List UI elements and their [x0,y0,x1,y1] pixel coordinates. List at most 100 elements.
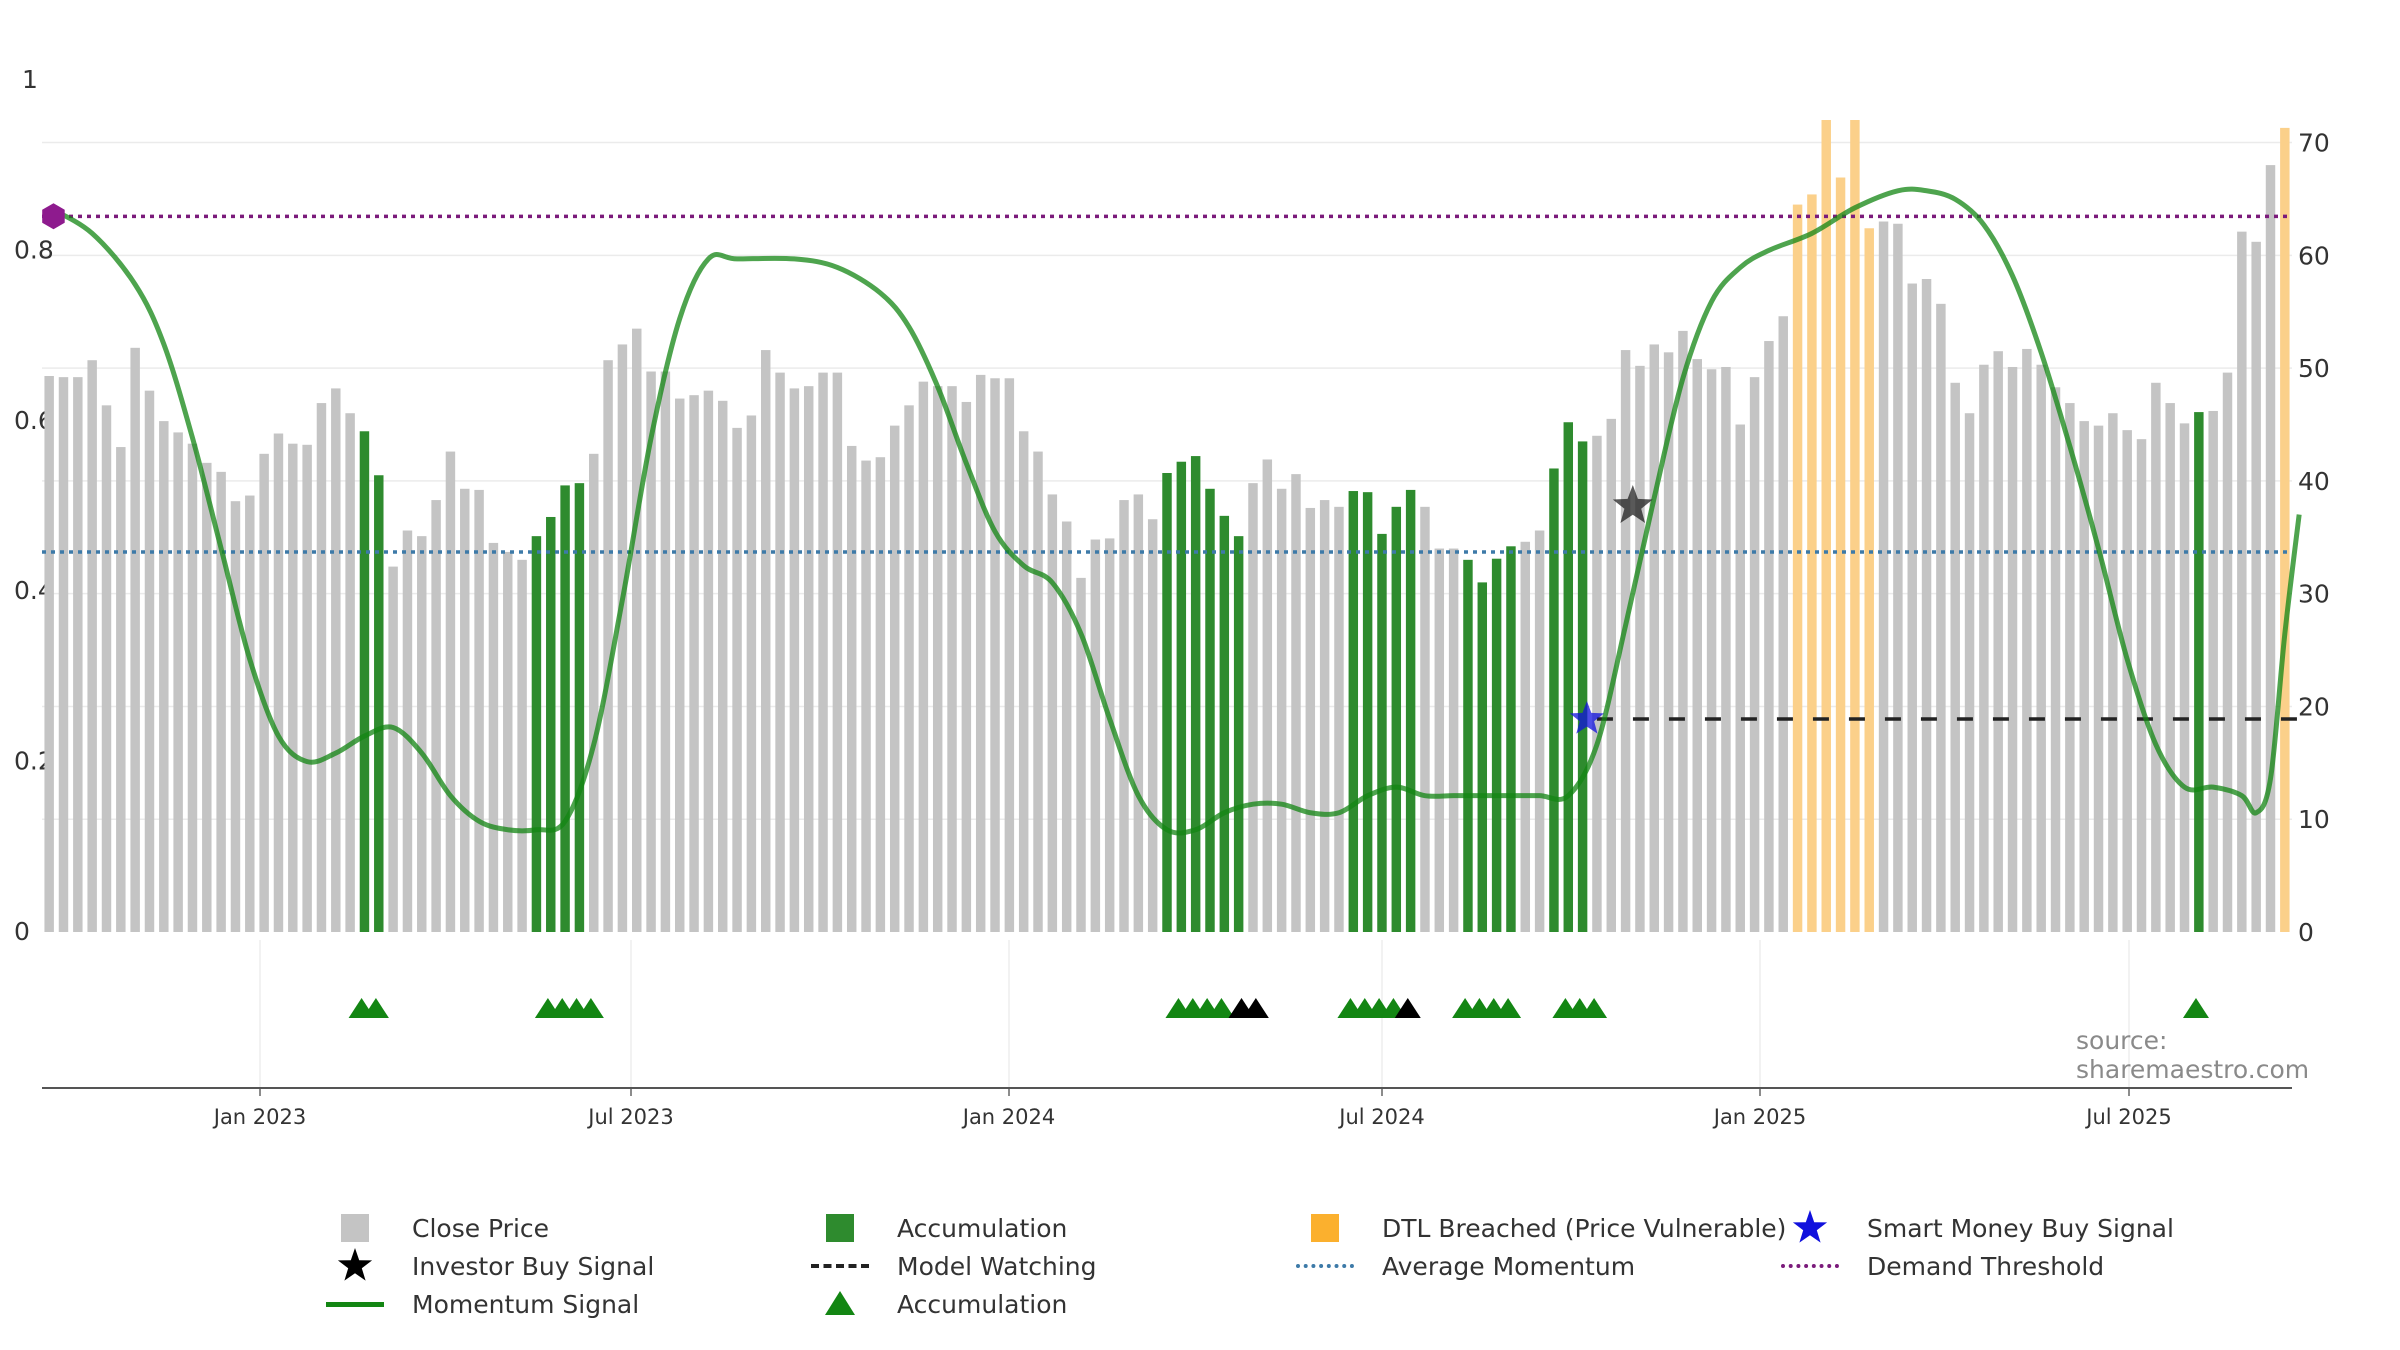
close-price-bar [803,386,814,933]
close-price-bar [316,403,327,932]
legend-dtl-swatch [1290,1210,1360,1246]
accumulation-bar [1233,536,1244,932]
close-price-bar [1921,279,1932,932]
close-price-bar [2179,423,2190,932]
close-price-bar [1907,283,1917,932]
dtl-breached-bar [1864,228,1874,932]
accumulation-bar [560,485,570,932]
close-price-bar [187,443,198,932]
close-price-bar [975,374,986,932]
legend-model-watching-label: Model Watching [897,1251,1097,1281]
close-price-bar [245,495,255,932]
close-price-bar [818,372,828,933]
legend-smart-money-label: Smart Money Buy Signal [1867,1213,2174,1243]
close-price-bar [1248,483,1258,932]
close-price-bar [1721,366,1731,932]
accumulation-bar [1477,582,1488,932]
close-price-bar [1878,221,1889,932]
close-price-bar [689,395,699,933]
close-price-bar [216,471,226,932]
y-right-tick-label: 20 [2298,692,2330,721]
legend-dtl-label: DTL Breached (Price Vulnerable) [1382,1213,1787,1243]
close-price-bar [331,388,341,932]
close-price-bar [1649,344,1659,933]
close-price-bar [904,405,914,933]
accumulation-bar [1362,492,1373,932]
close-price-bar [1276,488,1287,932]
source-label: source: sharemaestro.com [2076,1026,2310,1084]
accumulation-bar [531,536,542,932]
close-price-bar [44,376,54,932]
close-price-bar [1090,539,1101,932]
close-price-bar [2251,241,2261,933]
close-price-bar [2050,387,2061,932]
close-price-bar [1950,382,1960,932]
legend-close-price-swatch [320,1210,390,1246]
close-price-bar [1692,359,1702,933]
close-price-bar [130,347,140,932]
close-price-bar [2108,413,2118,932]
close-price-bar [402,530,413,932]
close-price-bar [460,488,470,932]
dtl-breached-bar [1807,194,1817,932]
legend-dtl-breached: DTL Breached (Price Vulnerable) [1290,1210,1786,1246]
dtl-breached-bar [1850,120,1860,932]
close-price-bar [2136,439,2147,932]
close-price-bar [2165,403,2175,932]
close-price-bar [173,432,183,932]
close-price-bar [1434,548,1445,932]
close-price-bar [832,372,843,933]
accumulation-triangle [577,998,604,1018]
close-price-bar [1319,500,1330,932]
close-price-bar [144,390,155,933]
y-right-tick-label: 0 [2298,918,2314,947]
close-price-bar [632,328,642,932]
close-price-bar [1778,316,1788,932]
dtl-breached-bar [1821,120,1831,932]
close-price-bar [1147,519,1158,932]
close-price-bar [889,425,900,932]
legend-investor-star-icon [320,1248,390,1284]
accumulation-bar [1176,461,1187,932]
close-price-bar [1291,474,1301,932]
accumulation-triangle [362,998,389,1018]
accumulation-bar [1219,515,1230,932]
legend-investor-buy: Investor Buy Signal [320,1248,654,1284]
legend-model-watching-swatch [805,1248,875,1284]
accumulation-triangle [2182,998,2209,1018]
accumulation-bar [1549,468,1559,932]
accumulation-triangle [1581,998,1608,1018]
legend-accumulation-triangle: Accumulation [805,1286,1067,1322]
close-price-bar [1964,413,1975,932]
close-price-bar [718,400,728,933]
close-price-bar [273,433,284,932]
legend-demand-threshold: Demand Threshold [1775,1248,2104,1284]
dtl-breached-bar [2280,127,2290,932]
close-price-bar [861,460,871,932]
close-price-bar [288,443,298,932]
accumulation-bar [1405,489,1416,932]
legend-close-price-label: Close Price [412,1213,550,1243]
close-price-bar [1764,341,1774,932]
accumulation-bar [1162,472,1172,932]
close-price-bar [2065,403,2075,932]
close-price-bar [703,390,714,933]
investor-buy-star [1612,485,1653,523]
dtl-breached-bar [1792,204,1803,933]
accumulation-bar [1348,491,1359,932]
close-price-bar [1706,369,1717,932]
legend-average-momentum: Average Momentum [1290,1248,1635,1284]
close-price-bar [961,401,972,932]
accumulation-bar [374,475,384,932]
legend-demand-threshold-label: Demand Threshold [1867,1251,2105,1281]
accumulation-bar [1463,559,1473,932]
smart-money-buy-star [1569,701,1604,734]
close-price-bar [1104,538,1115,932]
accumulation-bar [1377,533,1387,932]
close-price-bar [58,377,69,933]
legend-triangle-label: Accumulation [897,1289,1068,1319]
legend-model-watching: Model Watching [805,1248,1097,1284]
accumulation-bar [1391,506,1402,932]
close-price-bar [2265,165,2276,933]
close-price-bar [1635,365,1645,932]
